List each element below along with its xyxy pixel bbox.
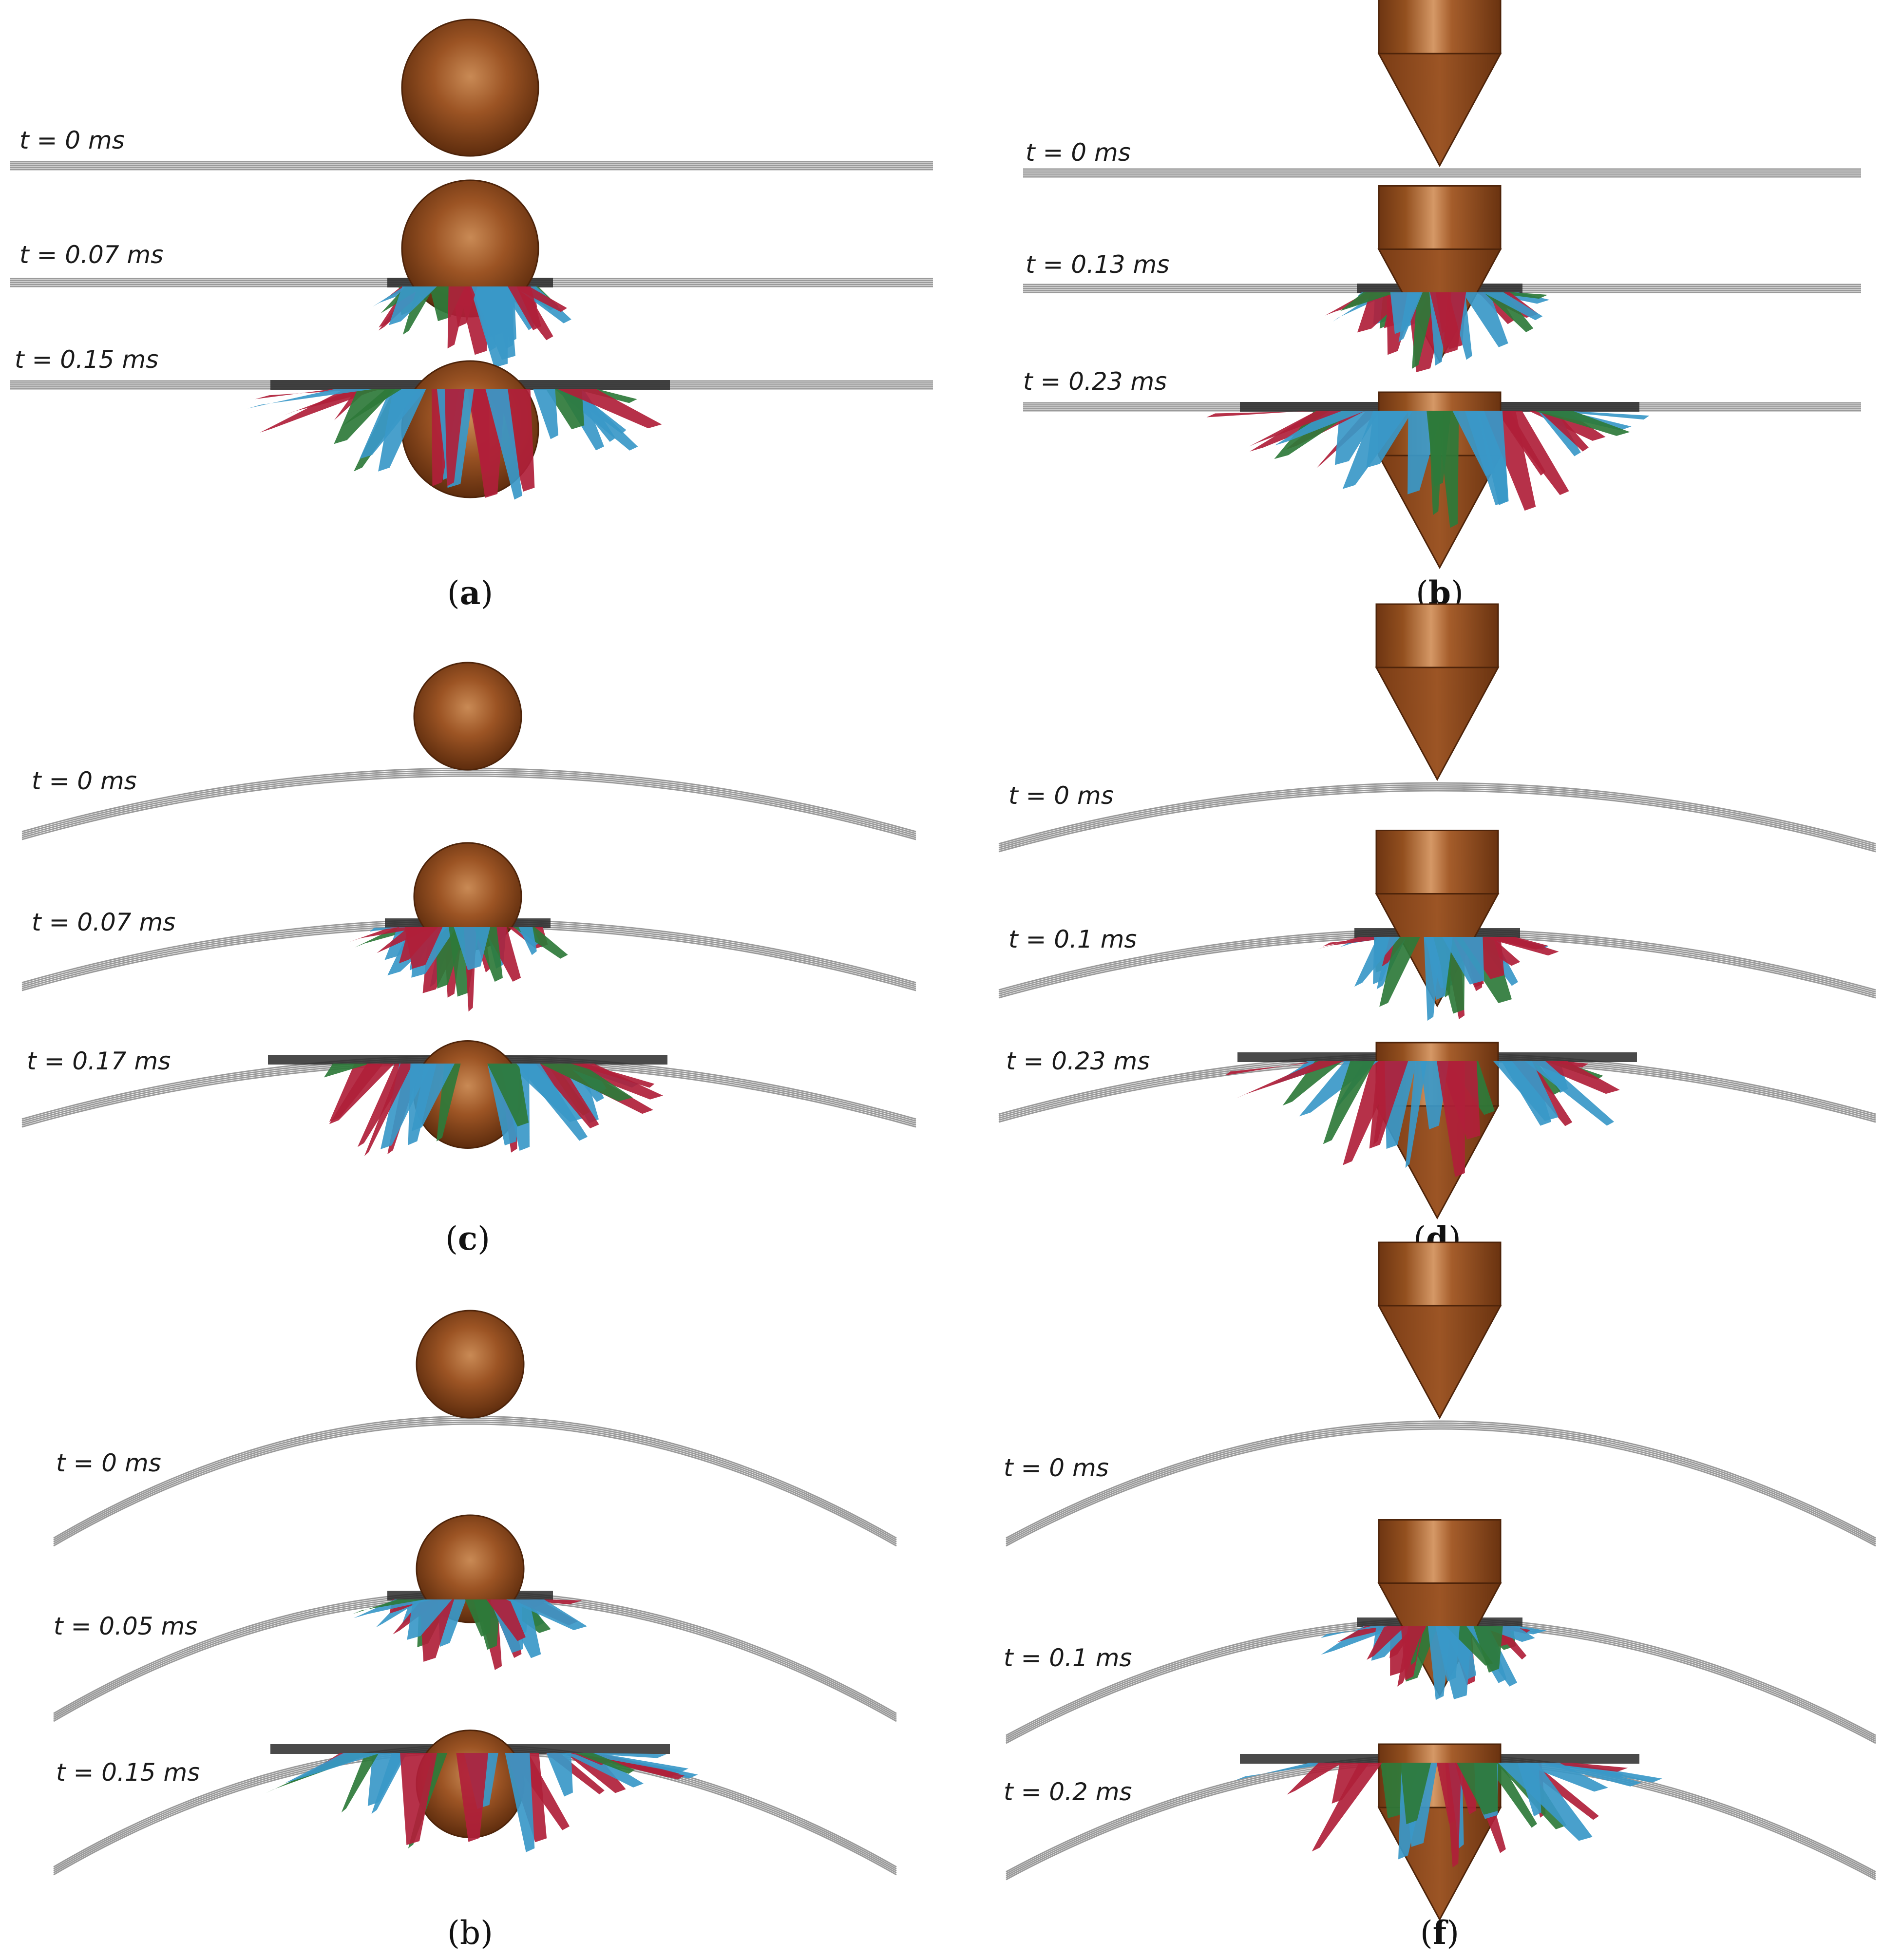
conical-projectile (1377, 1241, 1502, 1420)
target-plate (1006, 1420, 1876, 1547)
fragment-debris (352, 1599, 587, 1670)
frame-2: t = 0.05 ms (53, 1514, 897, 1722)
time-label: t = 0.07 ms (19, 241, 163, 269)
frame-2: t = 0.1 ms (998, 830, 1876, 1021)
panel-caption-letter: a (460, 574, 481, 612)
time-label: t = 0 ms (32, 767, 137, 795)
panel-6: t = 0 ms t = 0.1 ms t = 0.2 ms (f) (1004, 1241, 1876, 1952)
fragment-debris (1325, 292, 1550, 372)
panel-4: t = 0 mst = 0.1 mst = 0.23 ms(d) (998, 603, 1876, 1257)
fragment-debris (247, 389, 662, 500)
time-label: t = 0.15 ms (15, 345, 158, 374)
time-label: t = 0.15 ms (56, 1758, 200, 1787)
frame-3: t = 0.2 ms (1004, 1743, 1876, 1922)
conical-projectile (1375, 603, 1500, 781)
spherical-projectile (416, 1310, 525, 1419)
fragment-debris (266, 1753, 698, 1852)
frame-1: t = 0 ms (10, 19, 933, 171)
frame-1: t = 0 ms (21, 662, 916, 840)
time-label: t = 0.1 ms (1004, 1644, 1132, 1672)
frame-3: t = 0.15 ms (10, 345, 933, 500)
panel-caption: (c) (445, 1219, 490, 1257)
target-plate (10, 161, 933, 171)
time-label: t = 0 ms (1026, 138, 1131, 167)
time-label: t = 0 ms (1004, 1454, 1109, 1482)
fragment-debris (1320, 1626, 1547, 1700)
frame-2: t = 0.07 ms (10, 179, 933, 368)
frame-1: t = 0 ms (998, 603, 1876, 853)
panel-caption: (a) (447, 574, 493, 612)
frame-1: t = 0 ms (53, 1310, 897, 1547)
frame-2: t = 0.1 ms (1004, 1519, 1876, 1744)
spherical-projectile (416, 1514, 525, 1623)
fragment-debris (323, 1064, 663, 1156)
time-label: t = 0.2 ms (1004, 1778, 1132, 1806)
time-label: t = 0.17 ms (27, 1047, 171, 1075)
time-label: t = 0.13 ms (1026, 250, 1169, 279)
fragment-debris (1206, 411, 1650, 528)
frame-3: t = 0.23 ms (1023, 367, 1861, 570)
panel-caption: (f) (1420, 1914, 1459, 1952)
target-plate (1023, 168, 1861, 178)
panel-1: t = 0 ms t = 0.07 ms t = 0.15 ms (a) (10, 19, 933, 612)
time-label: t = 0.07 ms (32, 908, 175, 936)
time-label: t = 0 ms (19, 126, 125, 154)
time-label: t = 0 ms (56, 1449, 161, 1477)
target-plate (21, 767, 916, 840)
fragment-debris (372, 286, 571, 368)
frame-1: t = 0 ms (1004, 1241, 1876, 1547)
target-plate (998, 782, 1876, 853)
panel-caption-letter: c (458, 1219, 477, 1257)
spherical-projectile (413, 662, 522, 771)
time-label: t = 0.23 ms (1023, 367, 1167, 396)
frame-3: t = 0.15 ms (53, 1730, 897, 1876)
conical-projectile (1377, 0, 1502, 168)
fragment-debris (1316, 937, 1559, 1021)
time-label: t = 0.23 ms (1006, 1047, 1150, 1075)
panel-2: t = 0 mst = 0.13 mst = 0.23 ms(b) (1023, 0, 1861, 612)
panel-3: t = 0 ms t = 0.07 ms t = 0.17 ms (c) (21, 662, 916, 1257)
fragment-debris (1235, 1763, 1662, 1868)
time-label: t = 0 ms (1008, 781, 1114, 810)
frame-2: t = 0.13 ms (1023, 185, 1861, 372)
spherical-projectile (401, 19, 539, 157)
frame-2: t = 0.07 ms (21, 842, 916, 1012)
panel-caption: (b) (447, 1914, 493, 1952)
time-label: t = 0.1 ms (1008, 925, 1137, 953)
time-label: t = 0.05 ms (54, 1612, 197, 1640)
fragment-debris (348, 927, 568, 1012)
panel-5: t = 0 ms t = 0.05 ms t = 0.15 ms (b) (53, 1310, 897, 1952)
frame-3: t = 0.17 ms (21, 1040, 916, 1156)
panel-caption-letter: b (460, 1914, 480, 1952)
frame-3: t = 0.23 ms (998, 1042, 1876, 1220)
panel-caption-letter: f (1433, 1914, 1448, 1952)
frame-1: t = 0 ms (1023, 0, 1861, 178)
fragment-debris (1225, 1061, 1620, 1177)
